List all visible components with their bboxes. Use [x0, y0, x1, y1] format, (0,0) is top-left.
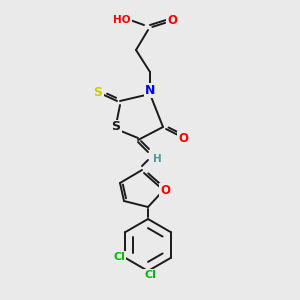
Text: O: O	[160, 184, 170, 196]
Text: Cl: Cl	[113, 252, 125, 262]
Text: H: H	[153, 154, 161, 164]
Text: S: S	[112, 121, 121, 134]
Text: O: O	[178, 131, 188, 145]
Text: S: S	[94, 86, 103, 100]
Text: N: N	[145, 83, 155, 97]
Text: HO: HO	[113, 15, 131, 25]
Text: O: O	[167, 14, 177, 26]
Text: Cl: Cl	[144, 270, 156, 280]
